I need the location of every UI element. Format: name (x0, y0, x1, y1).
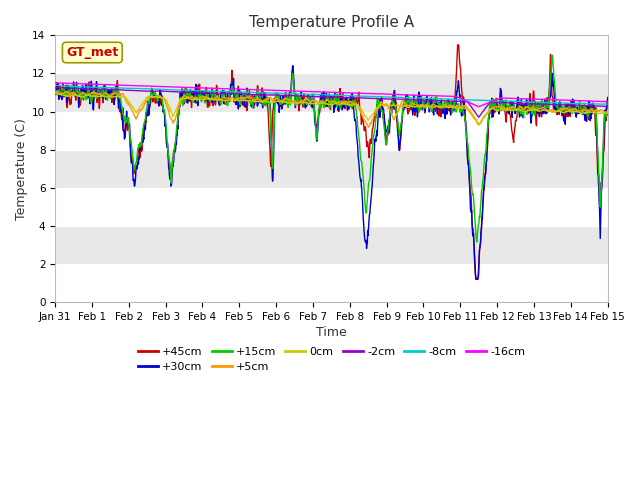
+15cm (307, 101, 315, 107)
X-axis label: Time: Time (316, 326, 347, 339)
-2cm (475, 114, 483, 120)
-16cm (94, 82, 102, 87)
-16cm (604, 99, 611, 105)
0cm (94, 94, 102, 99)
+5cm (367, 120, 374, 126)
-2cm (307, 94, 315, 99)
+45cm (116, 108, 124, 114)
-8cm (598, 101, 606, 107)
Y-axis label: Temperature (C): Temperature (C) (15, 118, 28, 220)
+15cm (365, 178, 373, 183)
0cm (51, 90, 59, 96)
-8cm (51, 83, 59, 88)
0cm (475, 121, 483, 127)
-2cm (297, 93, 305, 99)
+45cm (297, 94, 305, 99)
Line: -2cm: -2cm (55, 88, 607, 117)
Bar (55, 73, 607, 111)
0cm (297, 100, 305, 106)
Line: +15cm: +15cm (55, 55, 607, 242)
+45cm (365, 150, 373, 156)
+5cm (51, 90, 59, 96)
-2cm (604, 104, 611, 109)
0cm (365, 116, 373, 121)
+15cm (604, 111, 611, 117)
Bar (55, 226, 607, 264)
-2cm (116, 87, 124, 93)
+15cm (473, 239, 481, 245)
Title: Temperature Profile A: Temperature Profile A (249, 15, 414, 30)
+30cm (307, 97, 315, 103)
-16cm (116, 82, 124, 88)
+5cm (307, 98, 315, 104)
Bar (55, 264, 607, 302)
+5cm (95, 92, 102, 97)
+15cm (94, 88, 102, 94)
+45cm (51, 89, 59, 95)
Bar (55, 150, 607, 188)
-16cm (51, 80, 59, 85)
0cm (116, 94, 124, 99)
+30cm (366, 211, 374, 216)
-2cm (51, 85, 59, 91)
Line: +45cm: +45cm (55, 45, 607, 279)
+30cm (116, 98, 124, 104)
+5cm (298, 99, 305, 105)
-8cm (604, 101, 611, 107)
Bar (55, 36, 607, 73)
+45cm (307, 101, 315, 107)
+15cm (116, 96, 124, 101)
-8cm (285, 91, 293, 96)
0cm (604, 109, 611, 115)
+5cm (117, 91, 125, 96)
+5cm (53, 88, 61, 94)
-8cm (94, 84, 102, 90)
Line: +30cm: +30cm (55, 66, 607, 279)
Bar (55, 111, 607, 150)
-16cm (285, 88, 293, 94)
+30cm (94, 93, 102, 98)
+5cm (604, 108, 611, 114)
Legend: +45cm, +30cm, +15cm, +5cm, 0cm, -2cm, -8cm, -16cm: +45cm, +30cm, +15cm, +5cm, 0cm, -2cm, -8… (133, 342, 529, 376)
+45cm (472, 276, 480, 282)
-16cm (297, 88, 305, 94)
Text: GT_met: GT_met (66, 46, 118, 59)
+45cm (604, 98, 611, 104)
-16cm (365, 91, 373, 96)
+30cm (472, 276, 479, 282)
-8cm (297, 91, 305, 97)
Line: -16cm: -16cm (55, 83, 607, 107)
+5cm (286, 97, 294, 103)
+30cm (285, 89, 293, 95)
0cm (307, 101, 315, 107)
Bar (55, 188, 607, 226)
+30cm (298, 89, 305, 95)
-8cm (365, 94, 373, 99)
0cm (285, 100, 293, 106)
Line: -8cm: -8cm (55, 85, 607, 104)
+30cm (51, 91, 59, 96)
-8cm (307, 92, 315, 97)
+45cm (94, 92, 102, 98)
-2cm (285, 93, 293, 98)
+15cm (548, 52, 556, 58)
-16cm (475, 104, 483, 109)
+45cm (285, 92, 293, 97)
-16cm (307, 89, 315, 95)
+15cm (51, 88, 59, 94)
+30cm (289, 63, 297, 69)
+45cm (454, 42, 461, 48)
+5cm (365, 124, 372, 130)
-2cm (94, 86, 102, 92)
+15cm (297, 96, 305, 102)
+15cm (285, 93, 293, 99)
-8cm (116, 85, 124, 91)
+30cm (604, 95, 611, 100)
Line: 0cm: 0cm (55, 93, 607, 124)
-2cm (365, 96, 373, 101)
Line: +5cm: +5cm (55, 91, 607, 127)
